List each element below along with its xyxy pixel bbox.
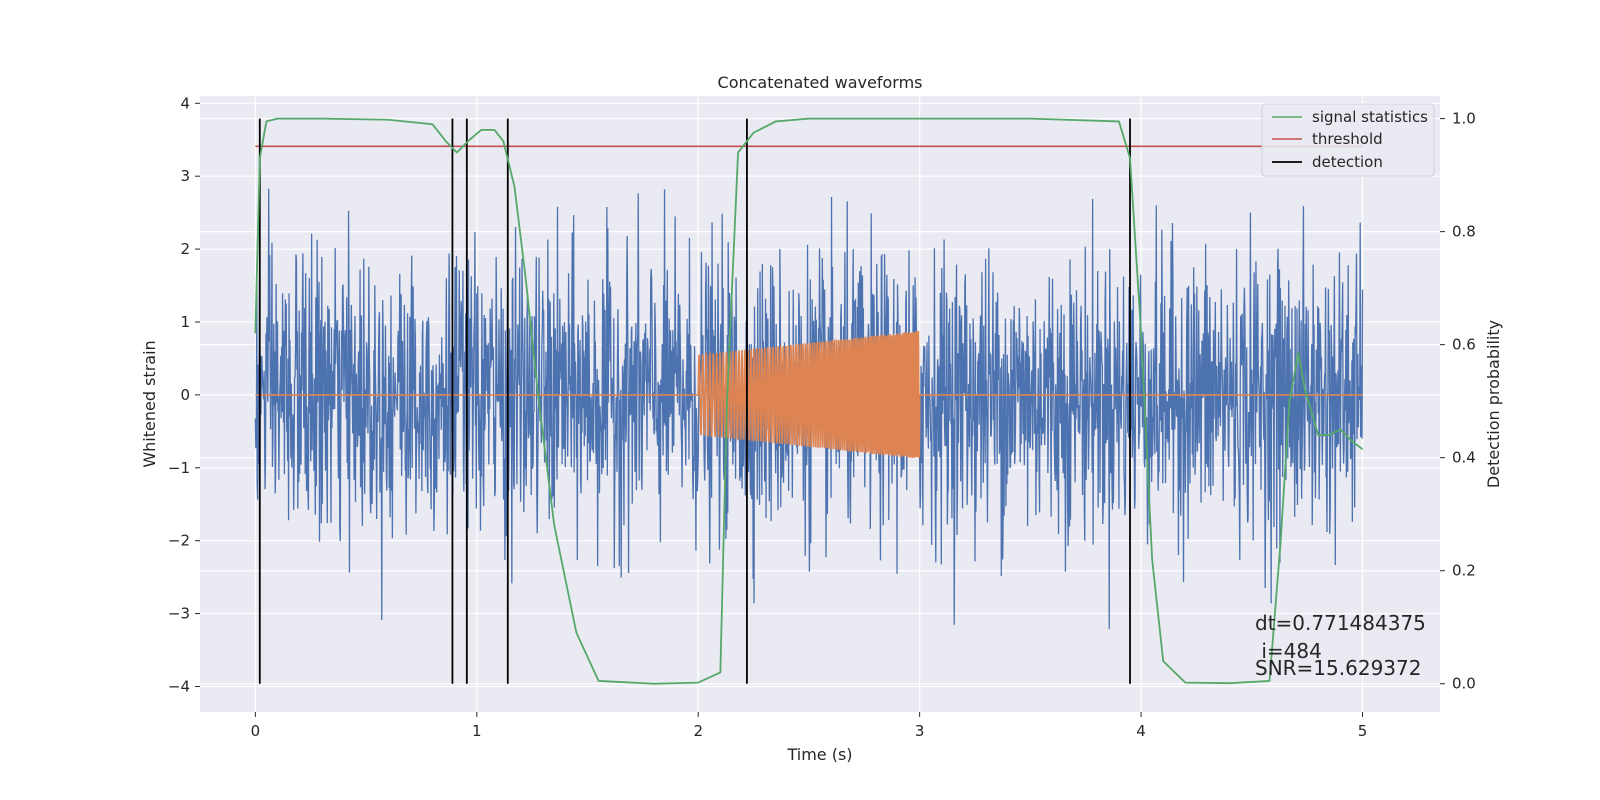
annotation-dt: dt=0.771484375	[1255, 611, 1426, 635]
y2-tick-label: 0.8	[1452, 223, 1476, 241]
x-tick-label: 4	[1136, 722, 1146, 740]
x-tick-label: 5	[1358, 722, 1368, 740]
y2-tick-label: 1.0	[1452, 110, 1476, 128]
y2-tick-label: 0.6	[1452, 336, 1476, 354]
x-tick-label: 1	[472, 722, 482, 740]
x-tick-label: 0	[251, 722, 261, 740]
plot-area	[254, 117, 1364, 685]
annotation-snr: SNR=15.629372	[1255, 656, 1421, 680]
legend-box	[1261, 103, 1435, 177]
legend: signal statistics threshold detection	[1261, 103, 1435, 177]
y-tick-label: 0	[180, 386, 190, 404]
x-ticks: 0 1 2 3 4 5	[251, 712, 1368, 740]
y2-tick-label: 0.0	[1452, 675, 1476, 693]
y-tick-label: 1	[180, 313, 190, 331]
x-axis-label: Time (s)	[786, 745, 852, 764]
y-tick-label: −1	[168, 459, 190, 477]
injection-series	[255, 330, 1363, 459]
legend-label-signal: signal statistics	[1312, 108, 1428, 126]
legend-label-detection: detection	[1312, 153, 1383, 171]
y2-axis-label: Detection probability	[1484, 320, 1503, 488]
y-ticks: −4 −3 −2 −1 0 1 2 3 4	[168, 94, 200, 695]
annotation-i: i=484	[1255, 639, 1322, 663]
signal-statistics-series	[254, 117, 1364, 685]
strain-series	[254, 188, 1364, 630]
y2-ticks: 0.0 0.2 0.4 0.6 0.8 1.0	[1440, 110, 1476, 693]
y-tick-label: −4	[168, 677, 190, 695]
chart-title: Concatenated waveforms	[718, 73, 923, 92]
y2-tick-label: 0.2	[1452, 562, 1476, 580]
y2-tick-label: 0.4	[1452, 449, 1476, 467]
y-tick-label: 2	[180, 240, 190, 258]
y-tick-label: 3	[180, 167, 190, 185]
x-tick-label: 3	[915, 722, 925, 740]
y-tick-label: 4	[180, 94, 190, 112]
y-tick-label: −3	[168, 605, 190, 623]
y-tick-label: −2	[168, 532, 190, 550]
y-axis-label: Whitened strain	[140, 340, 159, 467]
x-tick-label: 2	[693, 722, 703, 740]
legend-label-threshold: threshold	[1312, 130, 1383, 148]
